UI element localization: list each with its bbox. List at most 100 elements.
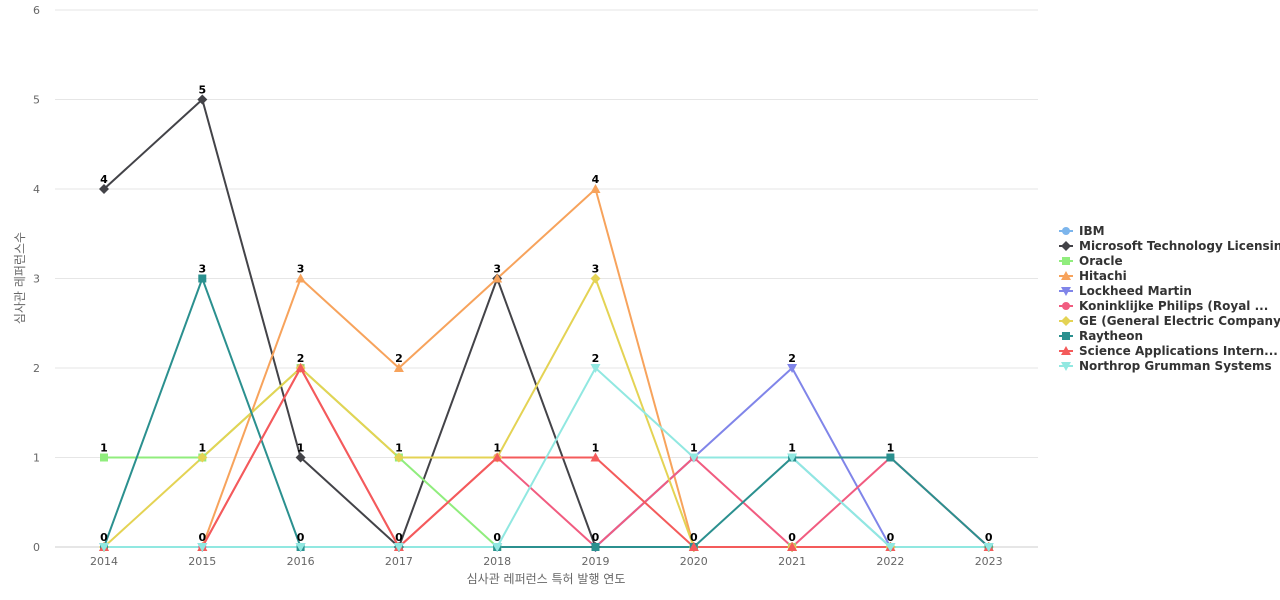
series-line — [103, 98, 990, 548]
x-tick-label: 2023 — [975, 555, 1003, 568]
legend-marker — [1061, 241, 1071, 251]
x-tick-label: 2022 — [876, 555, 904, 568]
legend-marker — [1061, 271, 1071, 280]
series-point — [787, 364, 798, 373]
series-point — [590, 184, 601, 193]
data-label: 0 — [985, 531, 993, 544]
legend-label: Lockheed Martin — [1079, 284, 1192, 298]
x-tick-label: 2016 — [287, 555, 315, 568]
legend-label: Hitachi — [1079, 269, 1127, 283]
series-point — [591, 543, 600, 551]
series-point — [393, 363, 404, 372]
data-labels: 0 4 1 0 5 1 3 0 1 2 3 0 1 2 0 3 1 0 4 3 1 2 1 0 1 0 2 0 1 0 — [100, 84, 993, 545]
y-tick-label: 6 — [33, 4, 40, 17]
data-label: 3 — [493, 263, 501, 276]
data-label: 0 — [198, 531, 206, 544]
legend-item[interactable]: Microsoft Technology Licensing — [1059, 239, 1280, 253]
data-label: 0 — [297, 531, 305, 544]
legend-label: Science Applications Intern... — [1079, 344, 1278, 358]
legend-item[interactable]: Hitachi — [1059, 269, 1127, 283]
data-label: 1 — [788, 442, 796, 455]
series-point — [197, 543, 208, 552]
data-label: 3 — [198, 263, 206, 276]
series-point — [885, 543, 896, 552]
legend-item[interactable]: Oracle — [1059, 254, 1123, 268]
series-point — [295, 452, 306, 463]
legend-item[interactable]: Northrop Grumman Systems — [1059, 359, 1272, 373]
data-label: 0 — [788, 531, 796, 544]
legend-item[interactable]: Raytheon — [1059, 329, 1143, 343]
y-tick-label: 3 — [33, 273, 40, 286]
data-label: 1 — [493, 442, 501, 455]
series-point — [492, 543, 503, 552]
legend-label: Microsoft Technology Licensing — [1079, 239, 1280, 253]
series-point — [198, 274, 207, 283]
data-label: 1 — [198, 442, 206, 455]
y-axis: 0 1 2 3 4 5 6 — [33, 4, 40, 554]
series-point — [787, 542, 798, 551]
data-label: 0 — [493, 531, 501, 544]
data-label: 4 — [100, 173, 108, 186]
legend-marker — [1061, 287, 1071, 296]
y-axis-title: 심사관 레퍼런스수 — [13, 232, 27, 324]
series-line — [103, 277, 990, 548]
series-point — [688, 542, 699, 551]
y-tick-label: 1 — [33, 452, 40, 465]
legend-marker — [1062, 332, 1070, 340]
legend-label: Koninklijke Philips (Royal ... — [1079, 299, 1268, 313]
legend-marker — [1062, 302, 1070, 310]
series-point — [393, 543, 404, 552]
series-point — [197, 452, 208, 463]
legend-label: Raytheon — [1079, 329, 1143, 343]
series-point — [99, 184, 109, 194]
legend-label: IBM — [1079, 224, 1105, 238]
data-label: 3 — [297, 263, 305, 276]
legend-label: Northrop Grumman Systems — [1079, 359, 1272, 373]
y-tick-label: 5 — [33, 94, 40, 107]
data-label: 0 — [100, 531, 108, 544]
x-tick-label: 2014 — [90, 555, 118, 568]
legend-label: Oracle — [1079, 254, 1123, 268]
legend-item[interactable]: Lockheed Martin — [1059, 284, 1192, 298]
data-label: 1 — [297, 442, 305, 455]
series-point — [492, 273, 503, 283]
legend-item[interactable]: IBM — [1059, 224, 1105, 238]
legend-item[interactable]: Science Applications Intern... — [1059, 344, 1278, 358]
x-tick-label: 2015 — [188, 555, 216, 568]
legend-marker — [1062, 227, 1070, 235]
series-point — [590, 364, 601, 373]
series-point — [197, 94, 208, 105]
series-point — [393, 452, 404, 463]
y-tick-label: 2 — [33, 362, 40, 375]
x-tick-label: 2017 — [385, 555, 413, 568]
legend-item[interactable]: GE (General Electric Company) — [1059, 314, 1280, 328]
series-point — [983, 543, 994, 552]
series-point — [688, 453, 699, 463]
series-markers — [99, 94, 994, 552]
data-label: 1 — [887, 442, 895, 455]
x-tick-label: 2020 — [680, 555, 708, 568]
series-point — [886, 453, 895, 462]
series-point — [590, 273, 601, 284]
series-point — [100, 453, 108, 462]
x-axis: 2014 2015 2016 2017 2018 2019 2020 2021 2022 2023 — [90, 547, 1003, 568]
data-label: 0 — [395, 531, 403, 544]
legend-label: GE (General Electric Company) — [1079, 314, 1280, 328]
series-lines — [103, 98, 990, 548]
series-point — [787, 453, 798, 463]
x-axis-title: 심사관 레퍼런스 특허 발행 연도 — [467, 571, 626, 586]
data-label: 5 — [198, 84, 206, 97]
data-label: 4 — [592, 173, 600, 186]
series-point — [99, 543, 109, 552]
legend-marker — [1062, 257, 1070, 265]
x-tick-label: 2018 — [483, 555, 511, 568]
data-label: 2 — [592, 352, 600, 365]
y-tick-label: 4 — [33, 183, 40, 196]
y-tick-label: 0 — [33, 541, 40, 554]
series-point — [590, 452, 601, 462]
series-point — [295, 273, 306, 283]
data-label: 2 — [395, 352, 403, 365]
legend-item[interactable]: Koninklijke Philips (Royal ... — [1059, 299, 1268, 313]
